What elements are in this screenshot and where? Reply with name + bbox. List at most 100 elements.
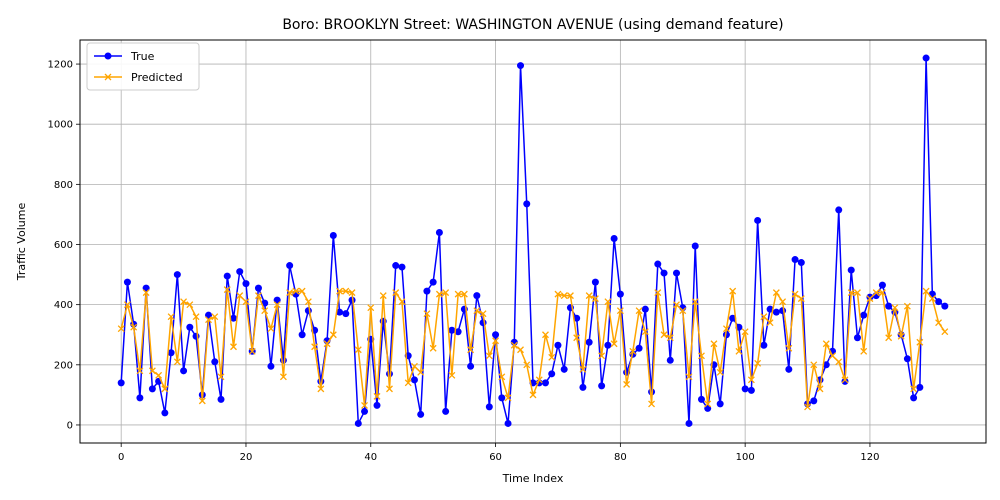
data-point-predicted bbox=[729, 287, 737, 295]
data-point-predicted bbox=[261, 307, 269, 315]
data-point-true bbox=[485, 403, 493, 411]
data-point-predicted bbox=[673, 301, 680, 309]
data-point-predicted bbox=[554, 290, 562, 298]
y-tick-label: 1000 bbox=[48, 120, 73, 131]
data-point-predicted bbox=[286, 289, 294, 297]
data-point-predicted bbox=[829, 352, 836, 360]
data-point-true bbox=[304, 307, 312, 315]
data-point-true bbox=[822, 361, 830, 369]
data-point-true bbox=[616, 290, 624, 298]
data-point-predicted bbox=[710, 340, 718, 348]
data-point-true bbox=[654, 260, 662, 268]
data-point-true bbox=[847, 266, 855, 274]
data-point-predicted bbox=[473, 307, 481, 315]
data-point-predicted bbox=[635, 307, 643, 315]
data-point-true bbox=[660, 269, 668, 277]
data-point-predicted bbox=[142, 289, 150, 297]
data-point-true bbox=[560, 365, 568, 373]
data-point-true bbox=[604, 341, 612, 349]
data-point-true bbox=[729, 314, 737, 322]
data-point-predicted bbox=[336, 287, 344, 295]
data-point-true bbox=[423, 287, 431, 295]
data-point-predicted bbox=[810, 361, 818, 369]
data-point-true bbox=[136, 394, 144, 402]
data-point-true bbox=[685, 419, 693, 427]
data-point-true bbox=[329, 231, 337, 239]
data-point-true bbox=[223, 272, 231, 280]
data-point-predicted bbox=[616, 307, 624, 315]
data-point-predicted bbox=[254, 292, 262, 300]
data-point-predicted bbox=[629, 347, 637, 355]
data-point-true bbox=[205, 311, 213, 319]
data-point-true bbox=[435, 228, 443, 236]
data-point-true bbox=[354, 419, 362, 427]
data-point-true bbox=[454, 328, 462, 336]
data-point-predicted bbox=[148, 367, 156, 375]
data-point-true bbox=[123, 278, 131, 286]
data-point-true bbox=[373, 401, 381, 409]
data-point-predicted bbox=[304, 298, 312, 306]
data-point-true bbox=[554, 341, 562, 349]
data-point-true bbox=[273, 296, 281, 304]
data-point-predicted bbox=[560, 292, 568, 300]
data-point-true bbox=[392, 262, 400, 270]
y-axis: 0 200 400 600 800 1000 1200 bbox=[48, 60, 80, 431]
data-point-predicted bbox=[173, 358, 181, 366]
data-point-predicted bbox=[566, 292, 574, 300]
data-point-true bbox=[772, 308, 780, 316]
data-point-predicted bbox=[198, 397, 206, 405]
data-point-predicted bbox=[648, 400, 656, 408]
data-point-true bbox=[417, 410, 425, 418]
data-point-predicted bbox=[523, 361, 531, 369]
data-point-predicted bbox=[205, 316, 212, 324]
data-point-true bbox=[504, 419, 512, 427]
data-point-predicted bbox=[392, 289, 400, 297]
data-point-true bbox=[591, 278, 599, 286]
x-tick-label: 120 bbox=[860, 452, 879, 463]
data-point-predicted bbox=[891, 304, 899, 312]
data-point-predicted bbox=[897, 332, 905, 340]
data-point-predicted bbox=[317, 385, 325, 393]
data-point-true bbox=[853, 334, 861, 342]
data-point-predicted bbox=[479, 310, 487, 318]
y-tick-label: 600 bbox=[54, 240, 73, 251]
data-point-predicted bbox=[679, 307, 687, 315]
data-point-predicted bbox=[791, 290, 799, 298]
data-point-true bbox=[716, 400, 724, 408]
data-point-predicted bbox=[298, 287, 306, 295]
data-point-predicted bbox=[542, 331, 549, 339]
data-point-true bbox=[573, 314, 581, 322]
data-point-predicted bbox=[822, 340, 830, 348]
data-point-true bbox=[523, 200, 531, 208]
data-point-true bbox=[467, 362, 475, 370]
data-point-predicted bbox=[367, 304, 375, 312]
data-point-predicted bbox=[854, 289, 861, 297]
data-point-true bbox=[342, 310, 350, 318]
data-point-predicted bbox=[467, 346, 475, 354]
x-tick-label: 0 bbox=[118, 452, 124, 463]
data-point-true bbox=[161, 409, 169, 417]
data-point-predicted bbox=[866, 295, 874, 303]
data-point-true bbox=[810, 397, 818, 405]
data-point-true bbox=[211, 358, 219, 366]
data-point-predicted bbox=[885, 334, 893, 342]
data-point-predicted bbox=[510, 341, 518, 349]
data-point-predicted bbox=[217, 373, 225, 381]
data-point-predicted bbox=[760, 313, 768, 321]
data-point-predicted bbox=[373, 392, 381, 400]
data-point-predicted bbox=[860, 347, 868, 355]
data-point-predicted bbox=[348, 289, 356, 297]
legend-predicted-label: Predicted bbox=[131, 71, 183, 84]
data-point-predicted bbox=[847, 289, 855, 297]
data-point-predicted bbox=[323, 340, 331, 348]
data-point-predicted bbox=[766, 319, 774, 327]
data-point-predicted bbox=[747, 376, 755, 384]
chart-title: Boro: BROOKLYN Street: WASHINGTON AVENUE… bbox=[282, 17, 783, 33]
data-point-predicted bbox=[604, 298, 612, 306]
data-point-predicted bbox=[941, 328, 949, 336]
data-point-true bbox=[410, 376, 418, 384]
data-point-predicted bbox=[417, 368, 425, 376]
data-point-true bbox=[298, 331, 306, 339]
series-line-true bbox=[120, 57, 946, 425]
data-point-true bbox=[866, 293, 874, 301]
